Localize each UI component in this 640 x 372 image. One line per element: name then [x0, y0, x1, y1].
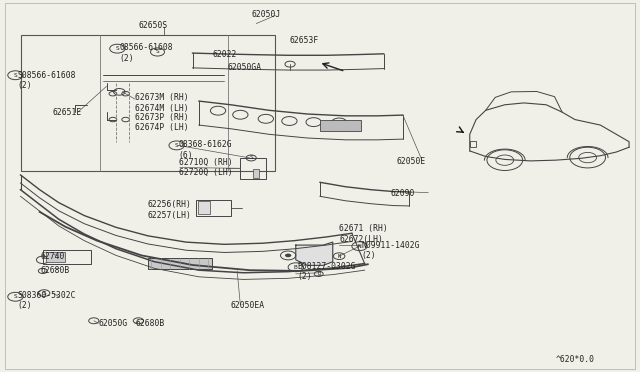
Text: S: S: [250, 155, 253, 160]
Text: S08360-5302C
(2): S08360-5302C (2): [17, 291, 76, 310]
Text: 08368-6162G
(6): 08368-6162G (6): [179, 140, 232, 160]
Bar: [241, 158, 266, 179]
Bar: [253, 169, 259, 178]
Bar: [320, 120, 362, 131]
Text: 62050GA: 62050GA: [228, 63, 262, 72]
Text: 62680B: 62680B: [135, 319, 164, 328]
Text: N: N: [358, 244, 362, 249]
Text: B08127-0302G
(2): B08127-0302G (2): [298, 262, 356, 281]
Text: S: S: [156, 49, 159, 54]
Bar: [198, 201, 211, 214]
Text: 62710Q (RH)
62720Q (LH): 62710Q (RH) 62720Q (LH): [179, 158, 232, 177]
Text: B: B: [317, 272, 321, 276]
Text: 62651E: 62651E: [52, 108, 82, 117]
Text: 62740: 62740: [41, 251, 65, 261]
Text: S: S: [13, 294, 17, 299]
Circle shape: [285, 254, 291, 257]
Bar: [196, 200, 231, 215]
Text: S08566-61608
(2): S08566-61608 (2): [17, 71, 76, 90]
Text: S: S: [42, 291, 46, 296]
Text: 62650S: 62650S: [138, 21, 168, 30]
Text: 62256(RH)
62257(LH): 62256(RH) 62257(LH): [148, 200, 192, 220]
Bar: [46, 252, 65, 262]
Text: 08566-61608
(2): 08566-61608 (2): [119, 44, 173, 63]
Text: 62090: 62090: [390, 189, 415, 198]
Bar: [20, 35, 275, 171]
Text: 62050G: 62050G: [99, 319, 127, 328]
Text: 62673P (RH)
62674P (LH): 62673P (RH) 62674P (LH): [135, 113, 189, 132]
Text: 62050EA: 62050EA: [231, 301, 265, 311]
Text: 62680B: 62680B: [41, 266, 70, 275]
Text: 62050J: 62050J: [251, 10, 280, 19]
Bar: [43, 250, 91, 264]
Text: S: S: [175, 143, 179, 148]
Text: 62022: 62022: [213, 51, 237, 60]
Text: S: S: [13, 73, 17, 78]
Polygon shape: [296, 242, 333, 265]
Text: B: B: [294, 265, 298, 270]
Text: S: S: [115, 46, 119, 51]
Text: 62671 (RH)
62672(LH): 62671 (RH) 62672(LH): [339, 224, 388, 244]
Text: 62673M (RH)
62674M (LH): 62673M (RH) 62674M (LH): [135, 93, 189, 113]
Text: ^620*0.0: ^620*0.0: [556, 355, 595, 364]
Text: 62050E: 62050E: [396, 157, 426, 166]
Text: N: N: [337, 254, 340, 259]
Text: 62653F: 62653F: [289, 36, 319, 45]
Bar: [148, 258, 212, 269]
Bar: [470, 141, 476, 147]
Text: N09911-1402G
(2): N09911-1402G (2): [362, 241, 420, 260]
